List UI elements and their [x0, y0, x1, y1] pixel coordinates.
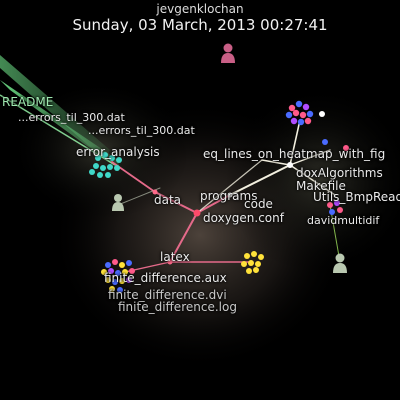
edge-data — [154, 191, 198, 214]
cluster-latex-right — [241, 251, 264, 274]
edge-doxygen-right — [196, 159, 263, 214]
cluster-code-right — [322, 139, 349, 215]
beam-green-1 — [0, 80, 120, 170]
data-dir-label: data — [154, 193, 182, 207]
edge-eq — [261, 159, 291, 166]
dat-file-label-2: ...errors_til_300.dat — [88, 124, 195, 137]
avatar-user-right[interactable] — [333, 253, 347, 274]
root-node[interactable] — [193, 209, 201, 217]
makefile-label: Makefile — [296, 179, 346, 193]
avatar-jevgenklochan[interactable] — [221, 43, 235, 64]
edge-dox — [289, 119, 301, 166]
david-label: davidmultidif — [307, 214, 380, 227]
edge-make — [289, 149, 331, 166]
edge-code — [229, 164, 291, 196]
latex-dir-label: latex — [160, 250, 190, 264]
cluster-dox-algorithms — [285, 100, 325, 126]
data-dir-node[interactable] — [152, 189, 158, 195]
edge-programs — [196, 194, 231, 214]
finite-difference-dvi-label: finite_difference.dvi — [108, 288, 227, 302]
utils-bmp-label: Utils_BmpRead — [313, 190, 400, 204]
latex-dir-node[interactable] — [167, 259, 173, 265]
cluster-error-analysis — [89, 152, 122, 178]
error-analysis-label: error_analysis — [76, 145, 160, 159]
beam-green-3 — [0, 94, 116, 166]
code-dir-node[interactable] — [287, 162, 293, 168]
dat-file-label: ...errors_til_300.dat — [18, 111, 125, 124]
doxygen-conf-label: doxygen.conf — [203, 211, 284, 225]
datetime-label: Sunday, 03 March, 2013 00:27:41 — [72, 16, 328, 34]
cluster-latex-left — [101, 259, 135, 293]
dox-algorithms-label: doxAlgorithms — [296, 166, 383, 180]
edge-utils — [289, 164, 336, 196]
avatar-user-left[interactable] — [112, 194, 124, 211]
user-name-label: jevgenklochan — [156, 2, 244, 16]
beam-green-2 — [0, 55, 110, 160]
programs-dir-label: programs — [200, 189, 258, 203]
finite-difference-log-label: finite_difference.log — [118, 300, 237, 314]
edge-latex — [169, 212, 198, 263]
programs-dir-node[interactable] — [227, 192, 233, 198]
code-dir-label: code — [244, 197, 273, 211]
readme-label: README — [2, 95, 54, 109]
finite-difference-aux-label: finite_difference.aux — [104, 271, 227, 285]
eq-lines-label: eq_lines_on_heatmap_with_fig — [203, 147, 386, 161]
